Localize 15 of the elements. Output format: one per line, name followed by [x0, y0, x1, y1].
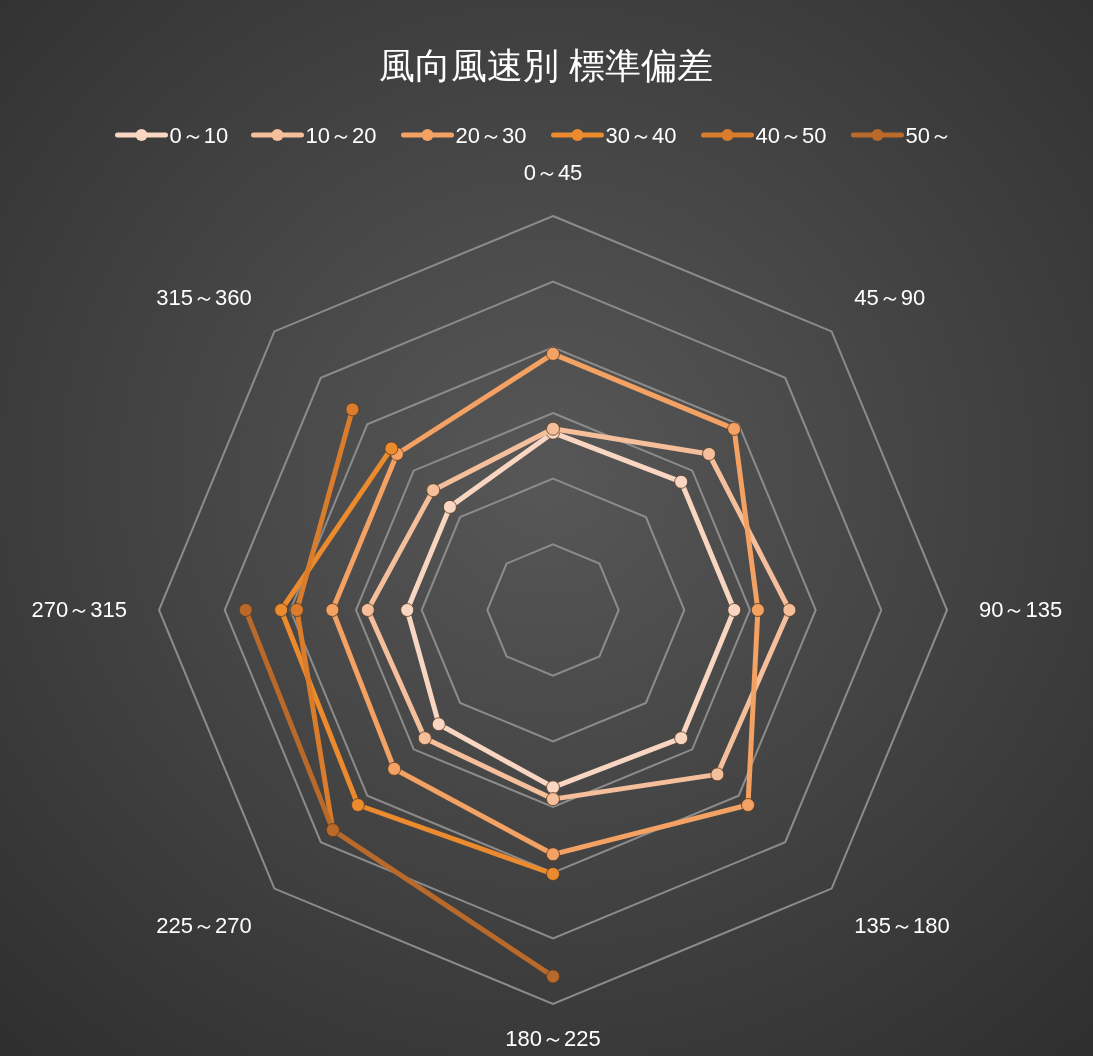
legend-label: 40～50 — [755, 123, 827, 148]
spoke-label: 135～180 — [854, 913, 950, 939]
spoke-label: 0～45 — [523, 160, 583, 185]
spoke-label: 315～360 — [156, 284, 252, 310]
spoke-label: 270～315 — [31, 597, 127, 622]
chart-title: 風向風速別 標準偏差 — [379, 45, 714, 86]
legend-label: 30～40 — [605, 123, 677, 148]
legend-label: 10～20 — [305, 123, 377, 148]
spoke-label: 225～270 — [156, 913, 252, 939]
spoke-label: 45～90 — [854, 284, 926, 310]
spoke-label: 90～135 — [979, 597, 1063, 622]
spoke-label: 180～225 — [505, 1026, 601, 1051]
legend-label: 20～30 — [455, 123, 527, 148]
legend-label: 50～ — [905, 123, 952, 148]
legend-label: 0～10 — [169, 123, 229, 148]
